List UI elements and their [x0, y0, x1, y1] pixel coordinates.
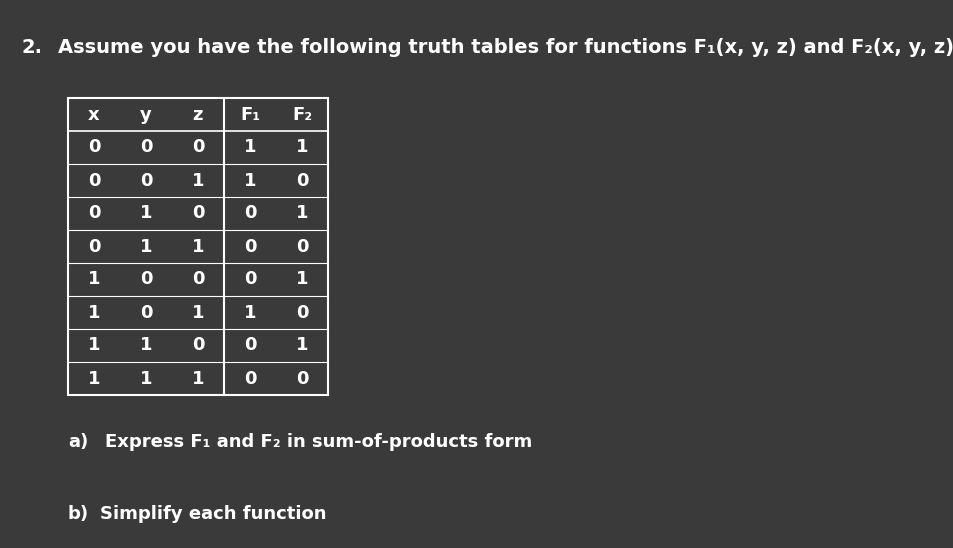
Text: 1: 1: [88, 304, 100, 322]
Text: 0: 0: [192, 336, 204, 355]
Bar: [68, 98, 328, 395]
Text: 0: 0: [244, 271, 256, 288]
Text: 0: 0: [88, 237, 100, 255]
Text: 0: 0: [244, 237, 256, 255]
Text: 1: 1: [139, 237, 152, 255]
Text: 1: 1: [88, 271, 100, 288]
Text: 1: 1: [295, 271, 308, 288]
Text: 1: 1: [88, 336, 100, 355]
Text: 0: 0: [192, 271, 204, 288]
Text: 1: 1: [139, 369, 152, 387]
Text: 1: 1: [295, 204, 308, 222]
Text: z: z: [193, 106, 203, 123]
Text: 0: 0: [295, 304, 308, 322]
Text: 0: 0: [244, 369, 256, 387]
Text: 0: 0: [139, 139, 152, 157]
Text: 1: 1: [139, 204, 152, 222]
Text: 1: 1: [192, 304, 204, 322]
Text: x: x: [88, 106, 100, 123]
Text: 0: 0: [244, 336, 256, 355]
Text: 1: 1: [192, 237, 204, 255]
Text: 1: 1: [295, 336, 308, 355]
Text: Simplify each function: Simplify each function: [100, 505, 326, 523]
Text: 0: 0: [88, 172, 100, 190]
Text: 1: 1: [244, 304, 256, 322]
Text: 0: 0: [295, 369, 308, 387]
Text: F₂: F₂: [292, 106, 312, 123]
Text: 0: 0: [192, 204, 204, 222]
Text: 1: 1: [88, 369, 100, 387]
Text: 0: 0: [88, 204, 100, 222]
Text: y: y: [140, 106, 152, 123]
Text: 1: 1: [192, 369, 204, 387]
Text: b): b): [68, 505, 89, 523]
Text: Express F₁ and F₂ in sum-of-products form: Express F₁ and F₂ in sum-of-products for…: [105, 433, 532, 451]
Text: 0: 0: [192, 139, 204, 157]
Text: 0: 0: [88, 139, 100, 157]
Text: 0: 0: [139, 172, 152, 190]
Text: 2.: 2.: [22, 38, 43, 57]
Text: 0: 0: [139, 271, 152, 288]
Text: 1: 1: [139, 336, 152, 355]
Text: 1: 1: [244, 139, 256, 157]
Text: 1: 1: [295, 139, 308, 157]
Text: Assume you have the following truth tables for functions F₁(x, y, z) and F₂(x, y: Assume you have the following truth tabl…: [58, 38, 953, 57]
Text: 1: 1: [244, 172, 256, 190]
Text: a): a): [68, 433, 89, 451]
Text: 0: 0: [139, 304, 152, 322]
Text: F₁: F₁: [240, 106, 260, 123]
Text: 0: 0: [295, 172, 308, 190]
Text: 0: 0: [295, 237, 308, 255]
Text: 0: 0: [244, 204, 256, 222]
Text: 1: 1: [192, 172, 204, 190]
